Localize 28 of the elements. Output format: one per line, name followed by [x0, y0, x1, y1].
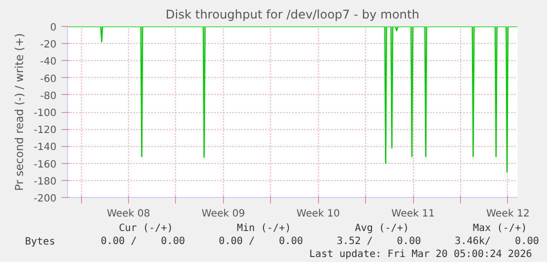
text: Bytes — [25, 236, 56, 247]
x-tick-label: Week 08 — [106, 208, 150, 220]
y-tick-label: -120 — [34, 125, 57, 136]
text: Max (-/+) — [472, 222, 527, 235]
text: Cur (-/+) — [118, 222, 173, 235]
y-tick-label: -20 — [40, 40, 57, 51]
y-tick-label: -180 — [34, 176, 57, 188]
x-tick-label: Week 12 — [486, 208, 530, 220]
y-tick-label: 0 — [50, 22, 57, 34]
y-tick-label: -40 — [40, 56, 57, 68]
text: 3.46k/ 0.00 — [454, 235, 539, 248]
y-tick-label: -200 — [34, 194, 57, 204]
y-axis-title: Pr second read (-) / write (+) — [12, 33, 26, 191]
y-tick-label: -160 — [34, 159, 57, 170]
y-tick-label: -100 — [34, 108, 57, 119]
text: Last update: Fri Mar 20 05:00:24 2026 — [309, 248, 532, 261]
text: 0.00 / 0.00 — [100, 235, 185, 248]
text: Avg (-/+) — [354, 222, 409, 235]
y-tick-label: -140 — [34, 142, 57, 154]
x-tick-label: Week 11 — [391, 208, 435, 220]
text: 3.52 / 0.00 — [336, 235, 421, 248]
chart-title: Disk throughput for /dev/loop7 - by month — [166, 8, 420, 22]
text: Min (-/+) — [236, 222, 291, 235]
x-tick-label: Week 09 — [202, 208, 245, 220]
text: 0.00 / 0.00 — [218, 235, 303, 248]
x-tick-label: Week 10 — [296, 208, 340, 220]
y-tick-label: -80 — [40, 90, 57, 102]
y-tick-label: -60 — [40, 74, 57, 85]
